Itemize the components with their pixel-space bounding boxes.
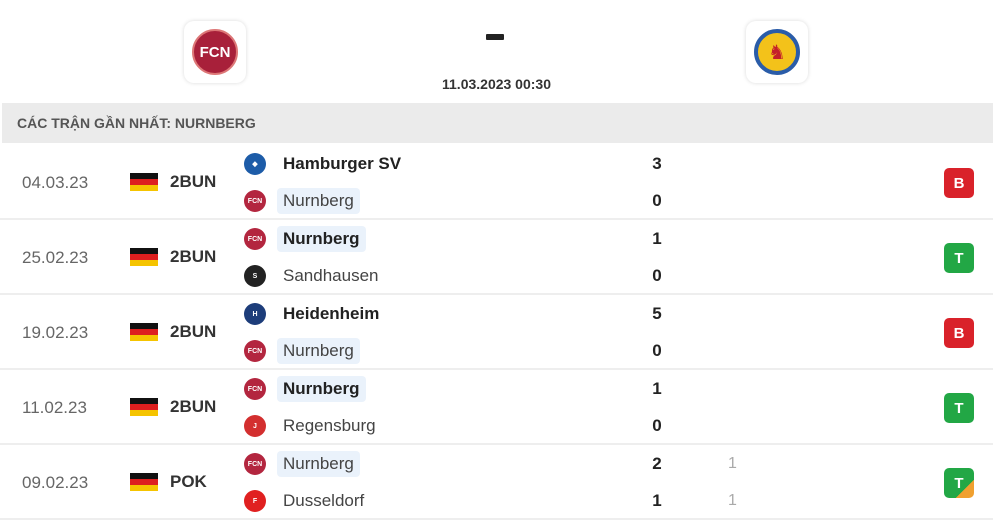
result-badge: B [944,168,974,198]
away-team-name: Regensburg [283,416,376,435]
competition: 2BUN [170,322,217,341]
result-badge: T [944,468,974,498]
match-row[interactable]: 04.03.23 2BUN ◆ Hamburger SV 3 FCN Nurnber… [0,145,993,220]
home-score: 3 [652,154,662,173]
home-team: H Heidenheim [244,301,385,327]
match-row[interactable]: 25.02.23 2BUN FCN Nurnberg 1 S Sandhausen … [0,220,993,295]
away-team-name: Dusseldorf [283,491,365,510]
home-team: ◆ Hamburger SV [244,151,407,177]
away-team: FCN Nurnberg [244,188,360,214]
result-label: B [953,174,965,192]
away-team: S Sandhausen [244,263,384,289]
away-halftime-score: 1 [728,492,737,509]
match-date: 19.02.23 [22,323,89,342]
result-label: B [953,324,965,342]
home-team-name: Heidenheim [283,304,380,323]
germany-flag-icon [130,173,158,191]
result-label: T [954,474,964,492]
dusseldorf-icon: F [244,490,266,512]
away-team: FCN Nurnberg [244,338,360,364]
match-date: 09.02.23 [22,473,89,492]
germany-flag-icon [130,473,158,491]
match-date: 04.03.23 [22,173,89,192]
nurnberg-icon: FCN [244,453,266,475]
competition: 2BUN [170,247,217,266]
sandhausen-icon: S [244,265,266,287]
result-label: T [954,249,964,267]
home-team-name: Hamburger SV [283,154,402,173]
nurnberg-icon: FCN [244,340,266,362]
match-row[interactable]: 09.02.23 POK FCN Nurnberg 2 1 F Dusseldorf … [0,445,993,520]
competition: 2BUN [170,397,217,416]
result-badge: B [944,318,974,348]
home-score: 5 [652,304,662,323]
match-row[interactable]: 19.02.23 2BUN H Heidenheim 5 FCN Nurnberg … [0,295,993,370]
away-score: 0 [652,266,662,285]
away-team-name: Nurnberg [277,338,360,364]
match-row[interactable]: 11.02.23 2BUN FCN Nurnberg 1 J Regensburg … [0,370,993,445]
home-team-name: Nurnberg [277,226,366,252]
match-date: 25.02.23 [22,248,89,267]
home-team: FCN Nurnberg [244,451,360,477]
nurnberg-icon: FCN [244,378,266,400]
germany-flag-icon [130,398,158,416]
nurnberg-icon: FCN [244,228,266,250]
match-date: 11.02.23 [22,398,87,417]
match-datetime: 11.03.2023 00:30 [442,76,551,92]
home-team: FCN Nurnberg [244,376,366,402]
hsv-icon: ◆ [244,153,266,175]
home-score: 1 [652,229,662,248]
home-team-name: Nurnberg [277,376,366,402]
away-score: 0 [652,341,662,360]
score-dash [486,34,504,40]
section-title: CÁC TRẬN GẦN NHẤT: NURNBERG [2,103,993,143]
away-score: 1 [652,491,662,510]
result-badge: T [944,243,974,273]
nurnberg-icon: FCN [244,190,266,212]
competition: 2BUN [170,172,217,191]
heidenheim-icon: H [244,303,266,325]
braunschweig-crest-icon: ♞ [754,29,800,75]
away-score: 0 [652,416,662,435]
home-team-name: Nurnberg [277,451,360,477]
away-score: 0 [652,191,662,210]
nurnberg-crest-icon: FCN [192,29,238,75]
home-team: FCN Nurnberg [244,226,366,252]
home-halftime-score: 1 [728,455,737,472]
germany-flag-icon [130,248,158,266]
home-score: 2 [652,454,662,473]
home-score: 1 [652,379,662,398]
home-team-logo[interactable]: FCN [184,21,246,83]
away-team: J Regensburg [244,413,382,439]
away-team: F Dusseldorf [244,488,370,514]
away-team-name: Nurnberg [277,188,360,214]
result-badge: T [944,393,974,423]
away-team-logo[interactable]: ♞ [746,21,808,83]
result-label: T [954,399,964,417]
germany-flag-icon [130,323,158,341]
away-team-name: Sandhausen [283,266,379,285]
competition: POK [170,472,207,491]
regensburg-icon: J [244,415,266,437]
